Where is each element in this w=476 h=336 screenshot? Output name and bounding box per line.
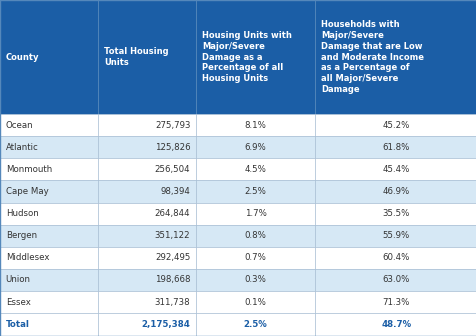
Text: 0.1%: 0.1% bbox=[244, 298, 266, 307]
Text: Bergen: Bergen bbox=[6, 231, 37, 240]
Bar bbox=[196, 313, 315, 336]
Bar bbox=[98, 291, 196, 313]
Text: 6.9%: 6.9% bbox=[244, 143, 266, 152]
Text: 1.7%: 1.7% bbox=[244, 209, 266, 218]
Bar bbox=[0, 203, 98, 225]
Bar bbox=[196, 203, 315, 225]
Text: 4.5%: 4.5% bbox=[244, 165, 266, 174]
Bar bbox=[98, 203, 196, 225]
Text: 63.0%: 63.0% bbox=[382, 276, 409, 285]
Bar bbox=[98, 180, 196, 203]
Bar bbox=[315, 0, 476, 114]
Text: Households with
Major/Severe
Damage that are Low
and Moderate Income
as a Percen: Households with Major/Severe Damage that… bbox=[320, 20, 423, 94]
Text: 2,175,384: 2,175,384 bbox=[141, 320, 190, 329]
Text: 71.3%: 71.3% bbox=[382, 298, 409, 307]
Bar bbox=[0, 247, 98, 269]
Bar bbox=[0, 180, 98, 203]
Bar bbox=[196, 180, 315, 203]
Bar bbox=[315, 203, 476, 225]
Bar bbox=[196, 158, 315, 180]
Text: 35.5%: 35.5% bbox=[382, 209, 409, 218]
Text: 256,504: 256,504 bbox=[154, 165, 190, 174]
Text: 48.7%: 48.7% bbox=[380, 320, 410, 329]
Text: 2.5%: 2.5% bbox=[243, 320, 267, 329]
Bar bbox=[98, 136, 196, 158]
Text: 46.9%: 46.9% bbox=[382, 187, 409, 196]
Text: 311,738: 311,738 bbox=[154, 298, 190, 307]
Bar bbox=[98, 247, 196, 269]
Bar bbox=[315, 269, 476, 291]
Text: Hudson: Hudson bbox=[6, 209, 39, 218]
Bar bbox=[196, 0, 315, 114]
Bar bbox=[0, 291, 98, 313]
Bar bbox=[0, 225, 98, 247]
Bar bbox=[0, 269, 98, 291]
Text: Atlantic: Atlantic bbox=[6, 143, 39, 152]
Text: 55.9%: 55.9% bbox=[382, 231, 409, 240]
Text: County: County bbox=[6, 52, 39, 61]
Text: 45.4%: 45.4% bbox=[382, 165, 409, 174]
Bar bbox=[315, 291, 476, 313]
Bar bbox=[315, 247, 476, 269]
Bar bbox=[98, 225, 196, 247]
Text: 275,793: 275,793 bbox=[155, 121, 190, 130]
Bar bbox=[315, 180, 476, 203]
Bar bbox=[315, 225, 476, 247]
Text: 98,394: 98,394 bbox=[160, 187, 190, 196]
Bar bbox=[0, 136, 98, 158]
Text: Total Housing
Units: Total Housing Units bbox=[104, 47, 168, 67]
Bar bbox=[0, 0, 98, 114]
Bar bbox=[98, 0, 196, 114]
Bar bbox=[196, 136, 315, 158]
Text: 198,668: 198,668 bbox=[155, 276, 190, 285]
Bar bbox=[196, 269, 315, 291]
Text: 61.8%: 61.8% bbox=[382, 143, 409, 152]
Text: 2.5%: 2.5% bbox=[244, 187, 266, 196]
Text: 125,826: 125,826 bbox=[154, 143, 190, 152]
Bar bbox=[98, 269, 196, 291]
Bar bbox=[315, 313, 476, 336]
Text: Monmouth: Monmouth bbox=[6, 165, 52, 174]
Bar bbox=[0, 114, 98, 136]
Text: Middlesex: Middlesex bbox=[6, 253, 49, 262]
Text: 60.4%: 60.4% bbox=[382, 253, 409, 262]
Bar bbox=[196, 114, 315, 136]
Bar bbox=[315, 114, 476, 136]
Bar bbox=[315, 136, 476, 158]
Bar bbox=[0, 313, 98, 336]
Text: 0.8%: 0.8% bbox=[244, 231, 266, 240]
Bar bbox=[98, 114, 196, 136]
Bar bbox=[98, 158, 196, 180]
Bar bbox=[98, 313, 196, 336]
Text: 292,495: 292,495 bbox=[155, 253, 190, 262]
Bar bbox=[0, 158, 98, 180]
Bar bbox=[196, 291, 315, 313]
Bar bbox=[196, 225, 315, 247]
Text: 0.7%: 0.7% bbox=[244, 253, 266, 262]
Text: Union: Union bbox=[6, 276, 30, 285]
Text: 351,122: 351,122 bbox=[154, 231, 190, 240]
Text: Housing Units with
Major/Severe
Damage as a
Percentage of all
Housing Units: Housing Units with Major/Severe Damage a… bbox=[201, 31, 291, 83]
Text: 0.3%: 0.3% bbox=[244, 276, 266, 285]
Text: 8.1%: 8.1% bbox=[244, 121, 266, 130]
Bar bbox=[315, 158, 476, 180]
Text: Cape May: Cape May bbox=[6, 187, 49, 196]
Text: Ocean: Ocean bbox=[6, 121, 33, 130]
Text: Total: Total bbox=[6, 320, 30, 329]
Text: Essex: Essex bbox=[6, 298, 30, 307]
Text: 45.2%: 45.2% bbox=[382, 121, 409, 130]
Bar bbox=[196, 247, 315, 269]
Text: 264,844: 264,844 bbox=[154, 209, 190, 218]
